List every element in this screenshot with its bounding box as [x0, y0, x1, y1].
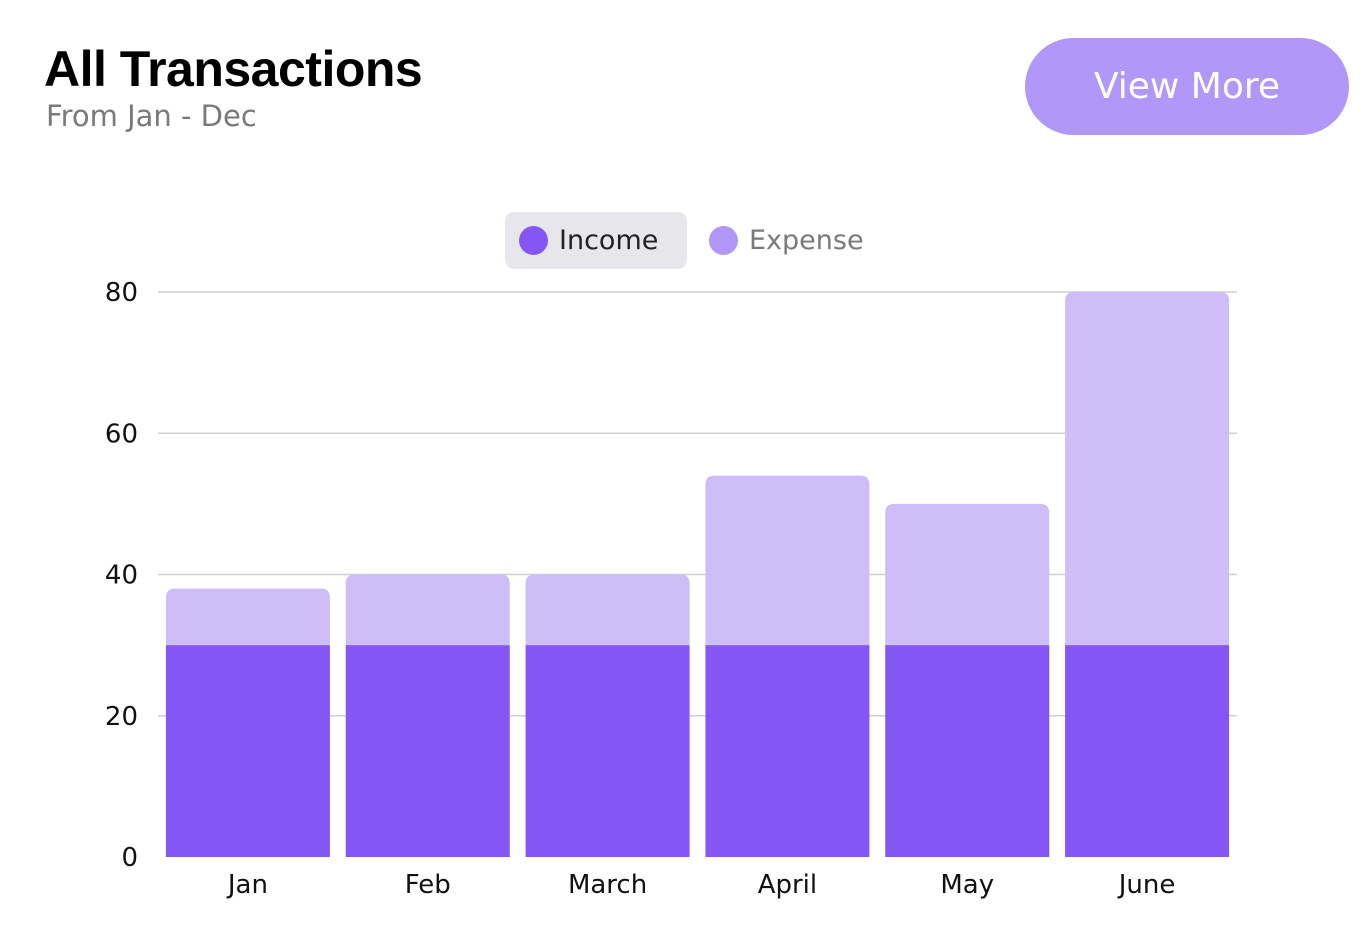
- x-tick-label: April: [758, 870, 817, 900]
- bar-expense-may: [885, 504, 1049, 645]
- bar-expense-april: [705, 476, 869, 646]
- bar-income-june: [1065, 645, 1229, 857]
- bar-income-april: [705, 645, 869, 857]
- bar-expense-jan: [166, 589, 330, 646]
- y-tick-label: 20: [105, 702, 138, 732]
- x-tick-label: June: [1117, 870, 1176, 900]
- x-tick-label: Jan: [226, 870, 268, 900]
- bar-income-march: [526, 645, 690, 857]
- bar-expense-june: [1065, 292, 1229, 645]
- x-tick-label: March: [568, 870, 647, 900]
- x-tick-label: Feb: [405, 870, 451, 900]
- bar-expense-feb: [346, 575, 510, 646]
- bar-income-feb: [346, 645, 510, 857]
- y-tick-label: 40: [105, 561, 138, 591]
- bar-income-jan: [166, 645, 330, 857]
- y-tick-label: 60: [105, 419, 138, 449]
- y-tick-label: 0: [121, 843, 138, 873]
- x-tick-label: May: [940, 870, 994, 900]
- bar-income-may: [885, 645, 1049, 857]
- y-tick-label: 80: [105, 278, 138, 308]
- bar-expense-march: [526, 575, 690, 646]
